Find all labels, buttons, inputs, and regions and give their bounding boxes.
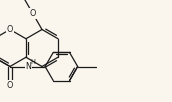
Text: H: H [30, 59, 35, 64]
Text: O: O [30, 9, 36, 18]
Text: O: O [7, 25, 13, 34]
Text: N: N [25, 62, 31, 71]
Text: O: O [7, 80, 13, 89]
